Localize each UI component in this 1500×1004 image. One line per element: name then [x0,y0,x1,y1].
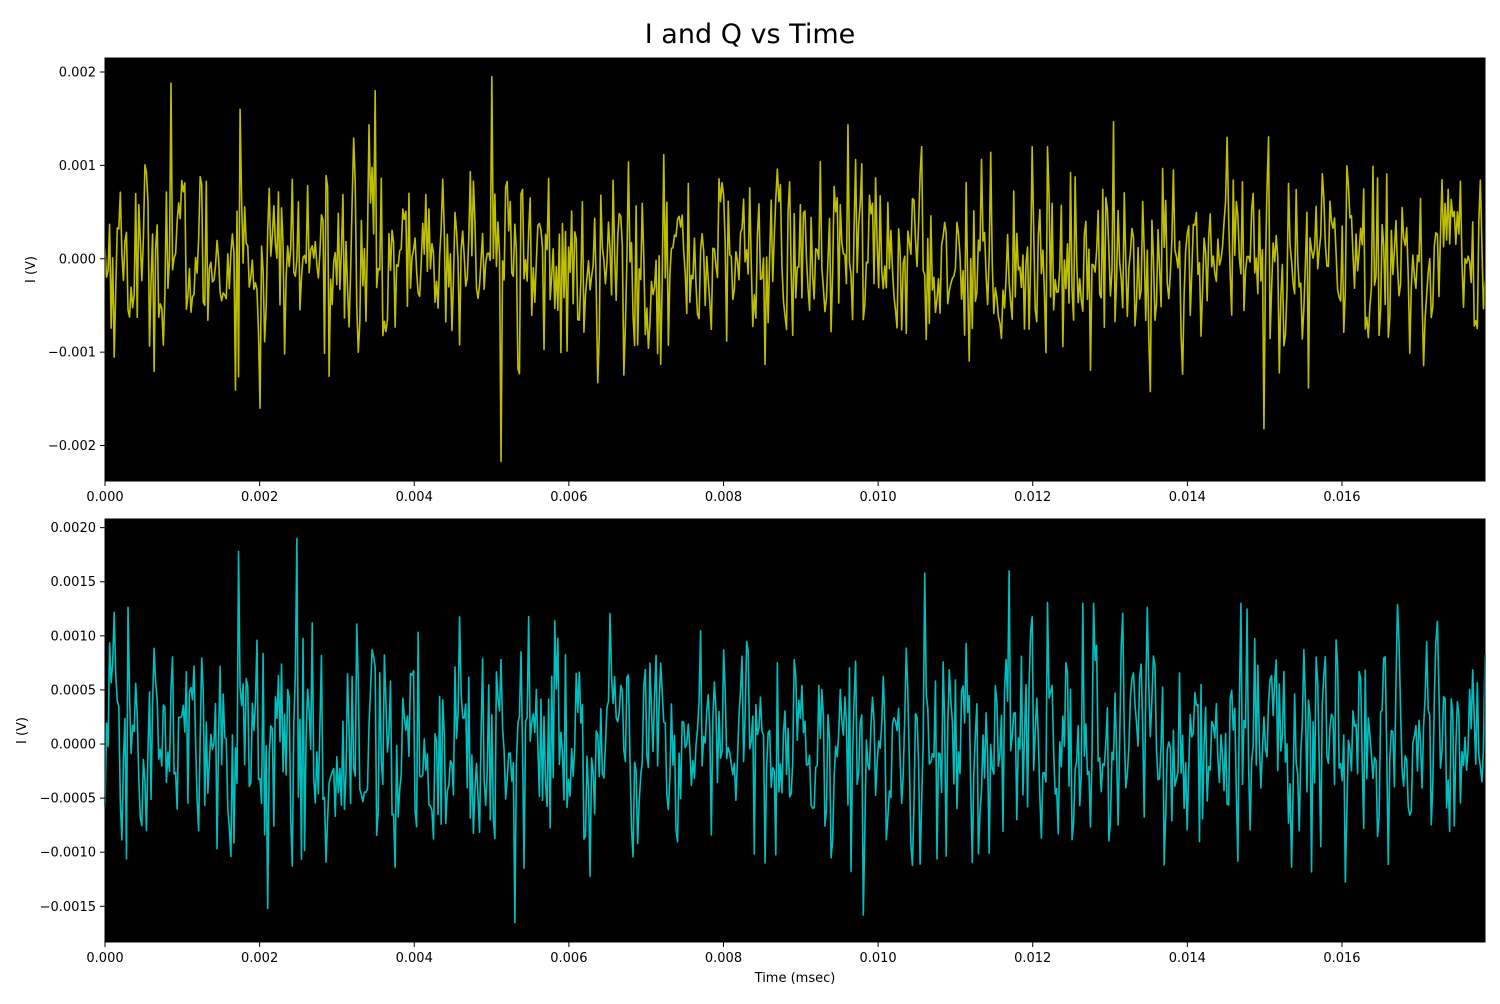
plot-frame-i [104,57,1486,482]
i-series-group [104,75,1486,463]
x-tick-label: 0.016 [1323,951,1360,966]
y-tick-label: −0.0015 [40,900,96,915]
y-tick-label: −0.0005 [40,792,96,807]
x-tick-label: 0.010 [859,951,896,966]
x-tick-label: 0.004 [396,490,433,505]
x-tick-label: 0.014 [1169,951,1206,966]
x-tick-label: 0.000 [86,951,123,966]
q-signal-line [104,537,1486,924]
y-tick-label: 0.0005 [51,683,97,698]
x-tick-label: 0.006 [550,490,587,505]
y-axis-label-i: I (V) [24,256,39,283]
x-tick-label: 0.010 [859,490,896,505]
y-tick-label: −0.001 [48,346,96,361]
y-tick-label: 0.0020 [51,521,97,536]
q-channel-panel: 0.000 0.002 0.004 0.006 0.008 0.010 0.012 0.014… [15,518,1486,986]
x-tick-label: 0.008 [705,490,742,505]
x-axis-label: Time (msec) [754,971,836,986]
x-axis-ticks-q: 0.000 0.002 0.004 0.006 0.008 0.010 0.012 0.014… [86,942,1361,966]
y-tick-label: 0.0015 [51,575,97,590]
i-signal-line [104,75,1486,463]
x-axis-ticks-i: 0.000 0.002 0.004 0.006 0.008 0.010 0.012 0.014… [86,481,1361,505]
y-tick-label: 0.0010 [51,629,97,644]
x-tick-label: 0.008 [705,951,742,966]
y-tick-label: 0.000 [59,252,96,267]
x-tick-label: 0.016 [1323,490,1360,505]
q-series-group [104,537,1486,924]
x-tick-label: 0.004 [396,951,433,966]
x-tick-label: 0.006 [550,951,587,966]
x-tick-label: 0.002 [241,951,278,966]
y-axis-ticks-i: 0.002 0.001 0.000 −0.001 −0.002 [48,66,105,454]
y-tick-label: −0.002 [48,439,96,454]
plot-area-q [105,519,1485,942]
figure-title: I and Q vs Time [645,19,855,50]
x-tick-label: 0.014 [1169,490,1206,505]
y-axis-label-q: I (V) [15,717,30,744]
x-tick-label: 0.002 [241,490,278,505]
x-tick-label: 0.012 [1014,490,1051,505]
plot-frame-q [104,518,1486,943]
y-tick-label: 0.001 [59,159,96,174]
y-axis-ticks-q: 0.0020 0.0015 0.0010 0.0005 0.0000 −0.0005 −0.… [40,521,105,915]
x-tick-label: 0.012 [1014,951,1051,966]
i-channel-panel: 0.000 0.002 0.004 0.006 0.008 0.010 0.012 0.014… [24,57,1486,505]
y-tick-label: 0.0000 [51,738,97,753]
y-tick-label: −0.0010 [40,846,96,861]
y-tick-label: 0.002 [59,66,96,81]
x-tick-label: 0.000 [86,490,123,505]
